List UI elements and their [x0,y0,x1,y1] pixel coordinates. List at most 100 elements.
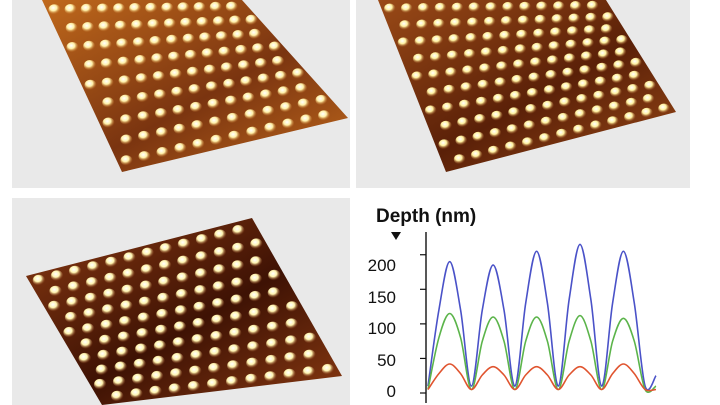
surface-bump [229,311,243,323]
surface-bump [411,71,423,82]
surface-bump [611,73,624,84]
surface-bump [231,260,244,271]
y-tick-label: 150 [367,288,396,307]
surface-bump [248,28,261,40]
surface-bump [424,105,437,116]
surface-bump [292,68,305,79]
surface-bump [551,14,564,25]
surface-bump [121,284,134,296]
surface-bump [550,27,562,38]
surface-bump [315,94,328,106]
surface-bump [158,276,171,288]
surface-bump [122,268,135,280]
surface-bump [489,128,502,138]
afm-surface-image [378,0,676,172]
surface-bump [209,116,222,127]
surface-bump [610,87,622,98]
surface-bump [141,247,154,259]
surface-bump [203,64,216,76]
surface-bump [211,314,224,326]
surface-bump [458,99,471,110]
surface-bump [132,37,145,48]
surface-bump [264,122,277,133]
surface-bump [50,270,64,282]
surface-bump [188,84,201,95]
surface-bump [574,109,587,120]
surface-bump [246,357,259,369]
surface-bump [119,316,132,327]
surface-bump [149,385,162,397]
surface-bump [212,298,225,309]
surface-bump [186,66,199,78]
surface-bump [152,71,165,82]
surface-bump [231,242,245,254]
surface-bump [264,371,277,382]
axis-arrow-icon [391,232,401,240]
surface-bump [84,79,97,91]
surface-bump [576,94,588,104]
surface-bump [499,30,511,41]
surface-bump [245,373,258,385]
surface-bump [80,338,93,349]
surface-bump [113,3,125,14]
surface-bump [78,352,92,364]
surface-bump [192,138,205,150]
surface-bump [114,20,127,31]
depth-profile-chart: Depth (nm) 200 150 100 50 0 [356,198,690,405]
surface-bump [443,84,456,95]
y-axis-title: Depth (nm) [376,206,477,227]
surface-bump [99,334,112,346]
surface-bump [116,346,129,358]
surface-bump [508,107,520,118]
surface-bump [483,16,496,27]
surface-bump [303,349,316,361]
surface-bump [193,2,206,13]
surface-bump [384,3,396,14]
afm-panel-top-right [356,0,690,188]
surface-bump [171,352,184,364]
surface-bump [67,281,81,293]
surface-bump [566,26,579,37]
surface-bump [553,1,565,12]
surface-bump [577,79,590,90]
surface-bump [416,19,428,30]
surface-bump [583,25,596,36]
surface-bump [228,130,241,142]
surface-bump [630,57,642,68]
surface-bump [573,124,585,135]
surface-bump [482,31,494,42]
surface-bump [565,39,577,50]
surface-bump [96,3,109,14]
surface-bump [214,229,227,241]
surface-bump [120,114,132,125]
surface-bump [525,104,537,114]
surface-bump [177,238,191,250]
surface-bump [226,112,239,124]
surface-bump [119,94,132,106]
surface-bump [479,63,491,74]
surface-bump [455,135,468,146]
surface-bump [557,112,570,123]
surface-bump [596,62,608,73]
surface-bump [169,68,182,80]
surface-bump [266,321,280,333]
surface-bump [247,341,260,353]
surface-bump [582,38,594,49]
surface-bump [591,105,604,116]
surface-bump [431,35,444,46]
surface-bump [137,312,150,324]
surface-bump [586,0,599,11]
surface-bump [194,285,207,296]
surface-bump [100,319,113,331]
surface-bump [302,366,315,378]
surface-bump [65,22,78,34]
surface-bump [177,2,190,13]
surface-bump [457,117,469,128]
surface-bump [134,55,147,66]
surface-bump [151,370,164,382]
surface-bump [48,300,61,312]
surface-bump [155,108,167,119]
surface-bump [191,120,204,131]
surface-bump [139,280,153,292]
surface-bump [428,69,440,80]
